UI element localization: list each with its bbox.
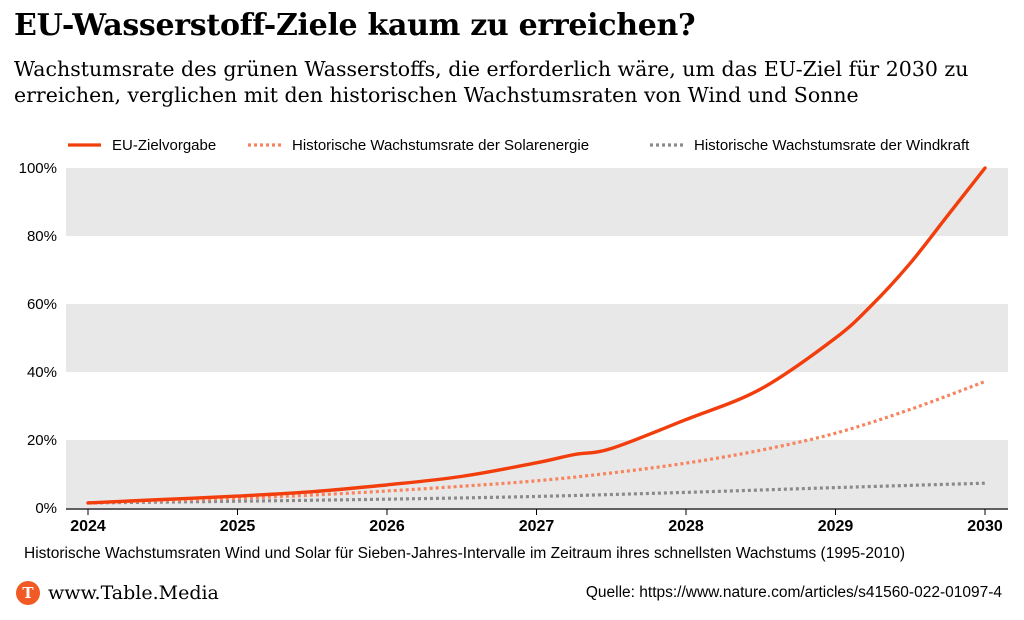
legend-label: Historische Wachstumsrate der Windkraft (694, 137, 970, 154)
x-tick-label: 2024 (70, 518, 106, 535)
y-tick-label: 20% (27, 432, 57, 449)
brand-url[interactable]: www.Table.Media (48, 582, 219, 604)
y-tick-label: 40% (27, 364, 57, 381)
chart-title: EU-Wasserstoff-Ziele kaum zu erreichen? (14, 8, 696, 43)
x-tick-label: 2027 (519, 518, 555, 535)
y-tick-label: 0% (35, 500, 57, 517)
series-line-1 (86, 166, 987, 505)
x-tick-label: 2026 (369, 518, 405, 535)
x-tick-label: 2025 (220, 518, 256, 535)
grid-band (66, 168, 1008, 236)
brand[interactable]: T www.Table.Media (16, 580, 219, 606)
line-chart: 0% 20% 40% 60% 80% 100% 2024 2025 2026 2027 2028 20… (19, 137, 1008, 535)
x-tick-label: 2029 (818, 518, 854, 535)
source-link[interactable]: Quelle: https://www.nature.com/articles/… (585, 584, 1002, 601)
x-tick-label: 2028 (668, 518, 704, 535)
table-media-logo-icon: T (16, 581, 40, 605)
grid-band (66, 304, 1008, 372)
legend-label: EU-Zielvorgabe (112, 137, 216, 154)
y-tick-label: 100% (19, 160, 57, 177)
y-tick-label: 60% (27, 296, 57, 313)
y-tick-label: 80% (27, 228, 57, 245)
series-line-2 (87, 380, 986, 505)
chart-footnote: Historische Wachstumsraten Wind und Sola… (24, 545, 905, 562)
legend-label: Historische Wachstumsrate der Solarenerg… (292, 137, 589, 154)
x-tick-label: 2030 (967, 518, 1003, 535)
chart-subtitle: Wachstumsrate des grünen Wasserstoffs, d… (14, 57, 969, 107)
